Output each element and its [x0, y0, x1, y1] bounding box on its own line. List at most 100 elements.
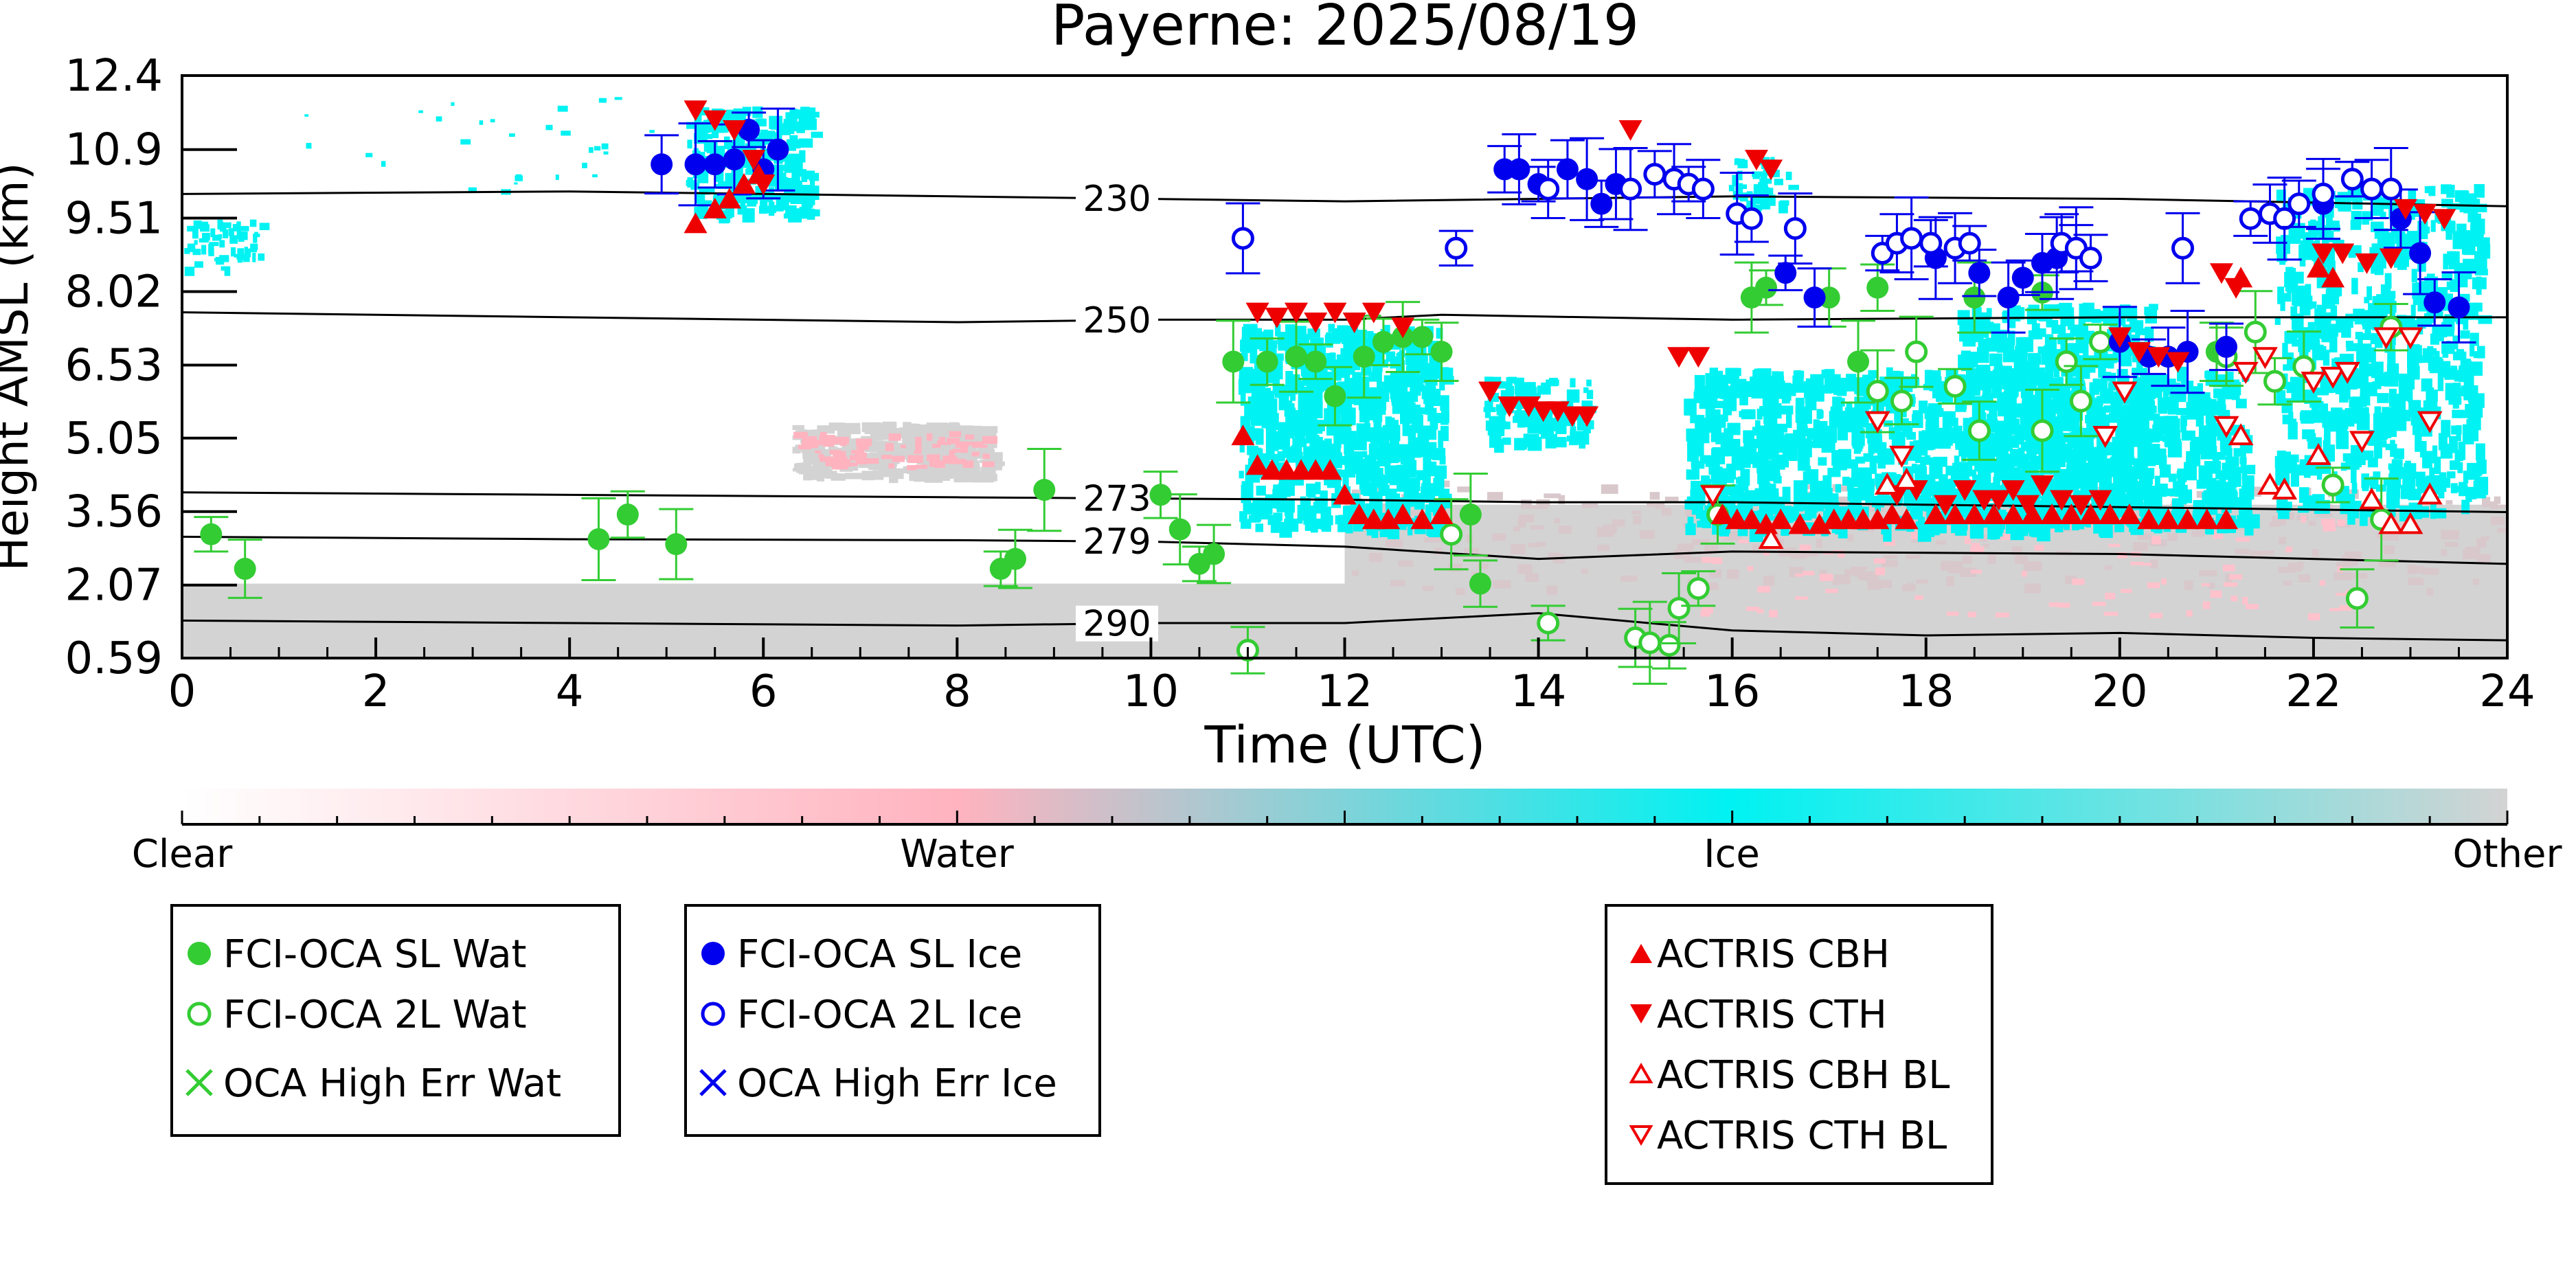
point-s0-23	[1469, 572, 1491, 595]
point-s1-20	[2263, 370, 2286, 393]
point-s7-4	[752, 174, 776, 195]
x-tick-label-18: 18	[1898, 666, 1954, 717]
point-s7-2	[722, 120, 746, 141]
contour-label-279: 279	[1083, 521, 1151, 563]
point-s0-11	[1203, 543, 1225, 565]
point-s6-19	[1710, 504, 1735, 525]
point-s7-8	[1304, 313, 1328, 334]
point-s3-14	[1919, 231, 1943, 255]
point-s0-25	[1755, 276, 1778, 299]
point-s7-40	[2166, 352, 2190, 373]
point-s9-12	[2373, 327, 2399, 350]
point-s2-15	[1803, 286, 1826, 309]
y-tick-label-6.53: 6.53	[65, 340, 163, 391]
point-s6-3	[732, 172, 756, 194]
contour-label-230: 230	[1083, 179, 1151, 220]
point-s8-2	[1894, 467, 1920, 490]
point-s3-25	[2312, 182, 2335, 205]
point-s6-33	[1943, 504, 1967, 525]
point-s6-46	[2195, 508, 2219, 530]
chart-title: Payerne: 2025/08/19	[1051, 0, 1639, 58]
point-s1-6	[1667, 596, 1691, 620]
x-axis-label: Time (UTC)	[1204, 716, 1485, 775]
contour-line-250	[182, 311, 2507, 324]
point-s7-39	[2147, 347, 2171, 368]
point-s8-6	[2305, 442, 2331, 465]
contour-line-230	[182, 190, 2507, 207]
point-s7-27	[1933, 495, 1957, 516]
point-s7-45	[2355, 253, 2379, 274]
point-s2-2	[703, 153, 726, 176]
colorbar-label-water: Water	[900, 832, 1015, 877]
point-s2-8	[1508, 158, 1530, 181]
point-s9-6	[2233, 361, 2259, 384]
legend-label-cbh-bl: ACTRIS CBH BL	[1657, 1053, 1950, 1098]
point-s3-4	[1643, 163, 1667, 186]
point-s7-23	[1744, 150, 1768, 171]
point-s7-35	[2069, 495, 2093, 516]
point-s7-38	[2127, 342, 2151, 363]
point-s6-13	[1347, 504, 1371, 525]
point-s1-17	[2089, 330, 2112, 354]
point-s8-4	[2257, 472, 2283, 495]
legend-marker-cth	[1630, 1004, 1652, 1024]
point-s6-23	[1769, 508, 1793, 530]
point-s7-7	[1284, 302, 1308, 324]
contour-label-bg-230	[1076, 180, 1159, 216]
point-s6-5	[1231, 425, 1255, 446]
point-s7-6	[1265, 307, 1289, 328]
point-s0-6	[1004, 547, 1026, 570]
point-s7-36	[2088, 490, 2112, 511]
point-s1-7	[1686, 577, 1710, 600]
point-s9-13	[2397, 327, 2424, 350]
point-s9-10	[2334, 361, 2360, 384]
point-s7-21	[1667, 347, 1691, 368]
y-tick-label-8.02: 8.02	[65, 267, 163, 317]
point-s7-46	[2379, 248, 2403, 269]
point-s9-8	[2301, 372, 2327, 394]
point-s9-1	[1864, 411, 1890, 433]
point-s3-7	[1691, 177, 1715, 201]
x-tick-label-4: 4	[556, 666, 584, 717]
legend-label-cth: ACTRIS CTH	[1657, 993, 1887, 1037]
point-s3-28	[2380, 177, 2403, 201]
point-s6-41	[2098, 504, 2122, 525]
series-0	[194, 261, 2234, 608]
cloud-phase-background	[182, 97, 2507, 658]
y-tick-label-10.9: 10.9	[65, 125, 163, 176]
contour-label-250: 250	[1083, 300, 1151, 341]
point-s7-9	[1323, 302, 1347, 324]
legend-water: FCI-OCA SL Wat FCI-OCA 2L Wat OCA High E…	[170, 904, 621, 1137]
legend-marker-cbh	[1630, 944, 1652, 963]
pink-patch-early	[793, 431, 997, 471]
legend-actris: ACTRIS CBH ACTRIS CTH ACTRIS CBH BL ACTR…	[1605, 904, 1993, 1185]
x-tick-label-8: 8	[943, 666, 971, 717]
point-s7-34	[2050, 490, 2074, 511]
point-s7-28	[1953, 480, 1977, 501]
series-3	[1225, 143, 2408, 291]
point-s7-14	[1498, 396, 1522, 418]
contour-label-bg-250	[1076, 302, 1159, 339]
point-s1-5	[1658, 633, 1681, 657]
point-s8-1	[1874, 472, 1900, 495]
point-s9-5	[2213, 416, 2239, 438]
point-s9-3	[2092, 426, 2119, 449]
point-s0-22	[1459, 504, 1482, 526]
point-s0-29	[1963, 286, 1986, 309]
point-s0-27	[1847, 350, 1870, 373]
point-s6-31	[1895, 508, 1919, 530]
point-s0-2	[587, 528, 610, 550]
series-8	[1758, 423, 2443, 549]
data-markers	[194, 100, 2476, 685]
point-s6-40	[2079, 504, 2103, 525]
point-s0-4	[665, 533, 688, 556]
legend-marker-err-ice	[699, 1069, 727, 1096]
legend-label-sl-ice: FCI-OCA SL Ice	[737, 932, 1022, 977]
point-s1-13	[1967, 419, 1991, 442]
x-tick-label-22: 22	[2285, 666, 2341, 717]
contour-label-290: 290	[1083, 604, 1151, 645]
point-s6-11	[1318, 459, 1342, 480]
point-s7-20	[1618, 120, 1642, 141]
legend-marker-sl-ice	[701, 942, 725, 965]
